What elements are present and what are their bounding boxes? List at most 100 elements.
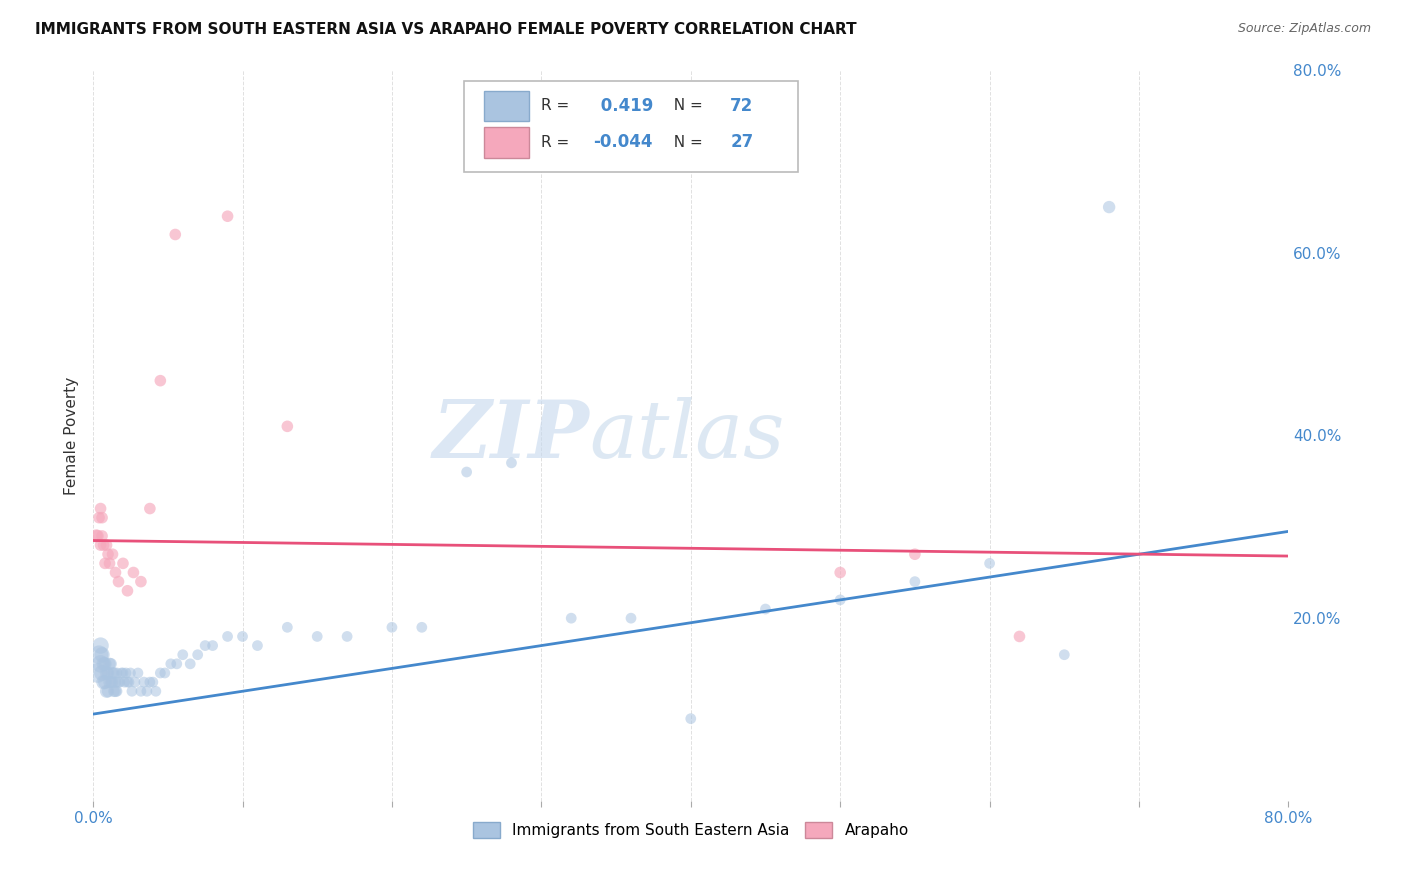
Point <box>97 665 120 680</box>
Point <box>187 648 209 662</box>
Point <box>100 657 122 671</box>
Point <box>142 675 165 690</box>
Point <box>101 547 124 561</box>
Point <box>90 538 112 552</box>
Point <box>135 684 157 698</box>
FancyBboxPatch shape <box>484 90 530 121</box>
Point <box>91 510 114 524</box>
Point <box>98 557 121 571</box>
Point <box>101 665 124 680</box>
Point <box>86 665 108 680</box>
Point <box>86 529 108 543</box>
Point <box>904 574 927 589</box>
Point <box>87 510 110 524</box>
Point <box>90 639 112 653</box>
Point <box>120 665 142 680</box>
Text: N =: N = <box>665 135 709 150</box>
Point <box>172 648 194 662</box>
Point <box>231 630 253 644</box>
Point <box>381 620 404 634</box>
Point <box>117 675 139 690</box>
Text: 27: 27 <box>730 134 754 152</box>
Text: 0.419: 0.419 <box>595 97 654 115</box>
Point <box>110 665 132 680</box>
Point <box>101 675 124 690</box>
Point <box>127 665 149 680</box>
Point <box>307 630 329 644</box>
Point <box>679 712 702 726</box>
Point <box>979 557 1001 571</box>
Point <box>105 684 128 698</box>
Point <box>93 675 115 690</box>
Point <box>98 657 121 671</box>
Point <box>830 593 852 607</box>
Point <box>107 675 129 690</box>
Point <box>560 611 582 625</box>
Point <box>501 456 523 470</box>
Point <box>94 557 117 571</box>
Point <box>166 657 188 671</box>
Point <box>117 583 139 598</box>
Y-axis label: Female Poverty: Female Poverty <box>65 376 79 494</box>
Point <box>179 657 201 671</box>
Point <box>96 538 118 552</box>
Point <box>1008 630 1031 644</box>
Point <box>129 574 152 589</box>
Point <box>1053 648 1076 662</box>
FancyBboxPatch shape <box>464 81 799 172</box>
Point <box>149 665 172 680</box>
Point <box>90 501 112 516</box>
Point <box>139 675 162 690</box>
Point <box>100 675 122 690</box>
Point <box>165 227 187 242</box>
Text: -0.044: -0.044 <box>593 134 652 152</box>
Point <box>103 684 125 698</box>
Text: N =: N = <box>665 98 709 113</box>
Point <box>111 557 134 571</box>
Point <box>121 684 143 698</box>
Point <box>201 639 224 653</box>
Point <box>153 665 176 680</box>
Point <box>111 665 134 680</box>
Point <box>108 675 131 690</box>
Point <box>830 566 852 580</box>
Point <box>94 675 117 690</box>
Text: atlas: atlas <box>589 397 785 475</box>
Point <box>754 602 776 616</box>
Point <box>217 630 239 644</box>
Legend: Immigrants from South Eastern Asia, Arapaho: Immigrants from South Eastern Asia, Arap… <box>467 816 915 845</box>
Point <box>145 684 167 698</box>
Point <box>115 665 138 680</box>
Point <box>132 675 155 690</box>
Point <box>118 675 141 690</box>
Point <box>194 639 217 653</box>
Point <box>96 665 118 680</box>
Point <box>620 611 643 625</box>
Point <box>139 501 162 516</box>
Point <box>90 657 112 671</box>
Point <box>107 574 129 589</box>
Point <box>276 419 298 434</box>
Point <box>105 665 128 680</box>
Point <box>103 665 125 680</box>
Point <box>104 684 127 698</box>
Point <box>91 665 114 680</box>
Point <box>84 529 107 543</box>
Point <box>217 209 239 223</box>
Text: IMMIGRANTS FROM SOUTH EASTERN ASIA VS ARAPAHO FEMALE POVERTY CORRELATION CHART: IMMIGRANTS FROM SOUTH EASTERN ASIA VS AR… <box>35 22 856 37</box>
Point <box>122 566 145 580</box>
Text: ZIP: ZIP <box>432 397 589 475</box>
Point <box>114 675 136 690</box>
Point <box>98 675 121 690</box>
Point <box>149 374 172 388</box>
FancyBboxPatch shape <box>484 127 530 158</box>
Point <box>904 547 927 561</box>
Point <box>159 657 181 671</box>
Point <box>91 648 114 662</box>
Point <box>411 620 433 634</box>
Text: 72: 72 <box>730 97 754 115</box>
Point <box>97 547 120 561</box>
Point <box>276 620 298 634</box>
Point <box>94 657 117 671</box>
Text: R =: R = <box>541 98 575 113</box>
